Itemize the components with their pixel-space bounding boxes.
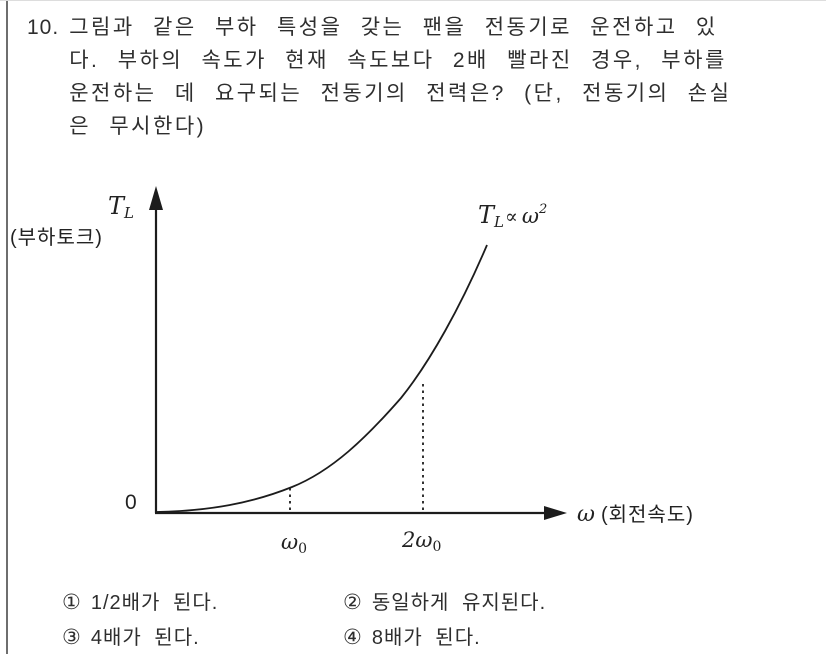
choice-3-marker: ③ (62, 626, 82, 649)
choice-1-marker: ① (62, 591, 82, 614)
x-axis-arrowhead-icon (544, 506, 567, 520)
proportional-to-icon: ∝ (504, 206, 518, 228)
answer-choice-1: ① 1/2배가 된다. (62, 586, 218, 615)
question-line-3: 운전하는 데 요구되는 전동기의 전력은? (단, 전동기의 손실 (69, 82, 732, 105)
torque-symbol-subscript: L (124, 204, 134, 222)
question-line-2: 다. 부하의 속도가 현재 속도보다 2배 빨라진 경우, 부하를 (69, 49, 727, 72)
annotation-torque-subscript: L (494, 213, 504, 231)
question-line-1: 그림과 같은 부하 특성을 갖는 팬을 전동기로 운전하고 있 (69, 16, 718, 39)
torque-speed-curve (155, 244, 488, 513)
y-axis-arrowhead-icon (149, 186, 163, 210)
x-tick-2omega0: 2ω0 (402, 528, 441, 555)
answer-choice-4: ④ 8배가 된다. (343, 621, 481, 650)
torque-symbol: T (108, 192, 125, 220)
question-block: 10. 그림과 같은 부하 특성을 갖는 팬을 전동기로 운전하고 있 다. 부… (27, 11, 817, 143)
answer-choice-3: ③ 4배가 된다. (62, 621, 200, 650)
question-number: 10. (27, 16, 60, 39)
x-axis-label: ω (회전속도) (577, 498, 694, 527)
choice-3-text: 4배가 된다. (90, 627, 200, 649)
page-left-border (6, 0, 8, 654)
curve-annotation: TL∝ ω2 (478, 201, 547, 231)
tick1-base: ω (281, 530, 299, 554)
y-axis-caption: (부하토크) (10, 227, 103, 249)
y-axis-symbol: TL (108, 192, 134, 222)
annotation-torque-symbol: T (478, 201, 495, 229)
choice-2-text: 동일하게 유지된다. (371, 592, 547, 614)
speed-symbol: ω (577, 502, 596, 527)
annotation-omega: ω (521, 204, 539, 228)
question-line-4: 은 무시한다) (69, 115, 207, 138)
choice-2-marker: ② (343, 591, 363, 614)
origin-label: 0 (125, 491, 137, 514)
tick2-base: 2ω (402, 528, 433, 552)
page-top-border (0, 0, 826, 1)
x-axis-caption: (회전속도) (600, 504, 694, 526)
answer-choice-2: ② 동일하게 유지된다. (343, 586, 546, 615)
choice-4-marker: ④ (343, 626, 363, 649)
choice-4-text: 8배가 된다. (371, 627, 481, 649)
x-tick-omega0: ω0 (281, 530, 307, 557)
tick1-subscript: 0 (298, 541, 308, 557)
question-text: 그림과 같은 부하 특성을 갖는 팬을 전동기로 운전하고 있 다. 부하의 속… (69, 11, 731, 143)
tick2-subscript: 0 (432, 539, 442, 555)
choice-1-text: 1/2배가 된다. (90, 592, 219, 614)
annotation-exponent: 2 (538, 202, 548, 217)
